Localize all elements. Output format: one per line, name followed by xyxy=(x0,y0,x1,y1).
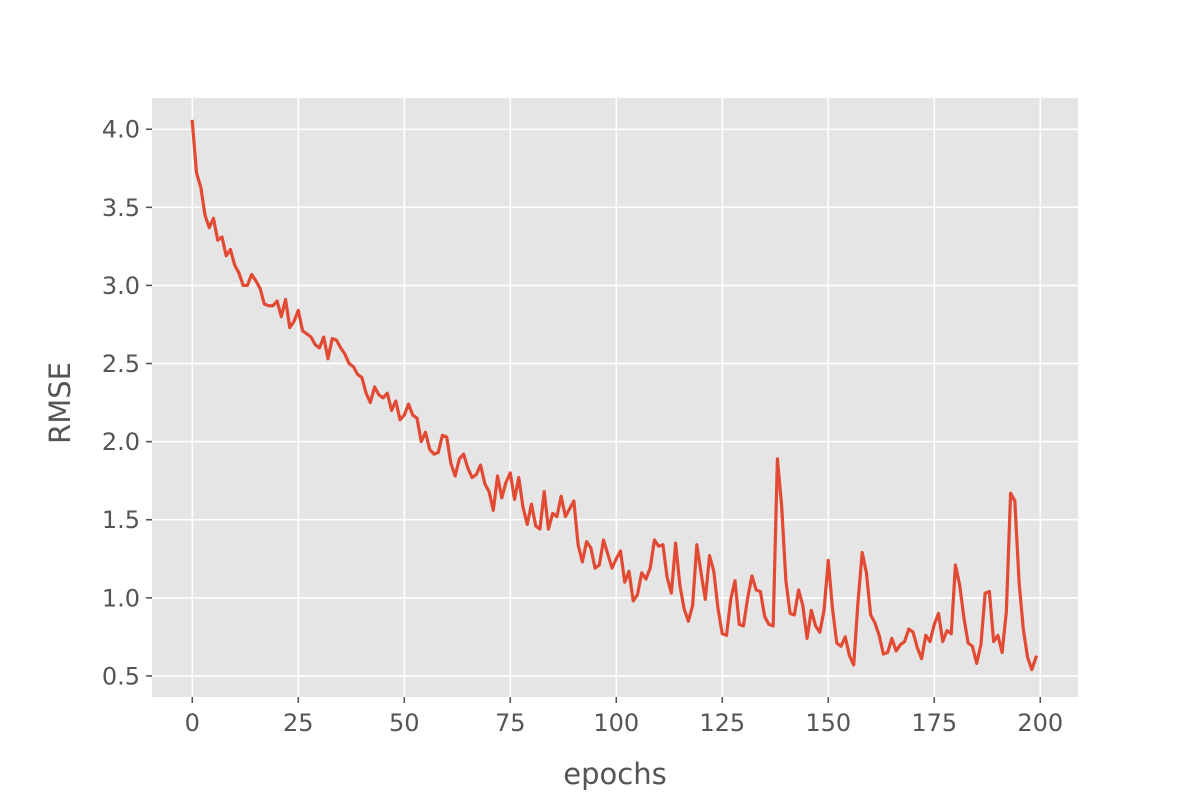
y-tick-label: 2.0 xyxy=(102,428,140,456)
y-tick-label: 3.0 xyxy=(102,272,140,300)
x-tick-label: 150 xyxy=(805,709,851,737)
y-tick-label: 1.5 xyxy=(102,506,140,534)
y-tick-label: 0.5 xyxy=(102,662,140,690)
x-tick-label: 175 xyxy=(911,709,957,737)
x-tick-label: 100 xyxy=(593,709,639,737)
y-tick-label: 4.0 xyxy=(102,116,140,144)
x-tick-label: 75 xyxy=(495,709,526,737)
x-tick-label: 0 xyxy=(185,709,200,737)
series-group xyxy=(190,119,1039,672)
y-axis-label: RMSE xyxy=(43,362,77,444)
x-axis: 0 25 50 75 100 125 150 175 200 xyxy=(185,697,1063,737)
x-tick-label: 25 xyxy=(283,709,314,737)
x-tick-label: 200 xyxy=(1017,709,1063,737)
y-tick-label: 3.5 xyxy=(102,194,140,222)
y-axis: 0.5 1.0 1.5 2.0 2.5 3.0 3.5 4.0 xyxy=(102,116,152,690)
x-tick-label: 50 xyxy=(389,709,420,737)
x-tick-label: 125 xyxy=(699,709,745,737)
y-gridlines xyxy=(152,128,1078,677)
rmse-series-line xyxy=(190,119,1039,672)
plot-area xyxy=(152,98,1078,697)
y-tick-label: 2.5 xyxy=(102,350,140,378)
y-tick-label: 1.0 xyxy=(102,584,140,612)
x-axis-label: epochs xyxy=(563,757,666,791)
